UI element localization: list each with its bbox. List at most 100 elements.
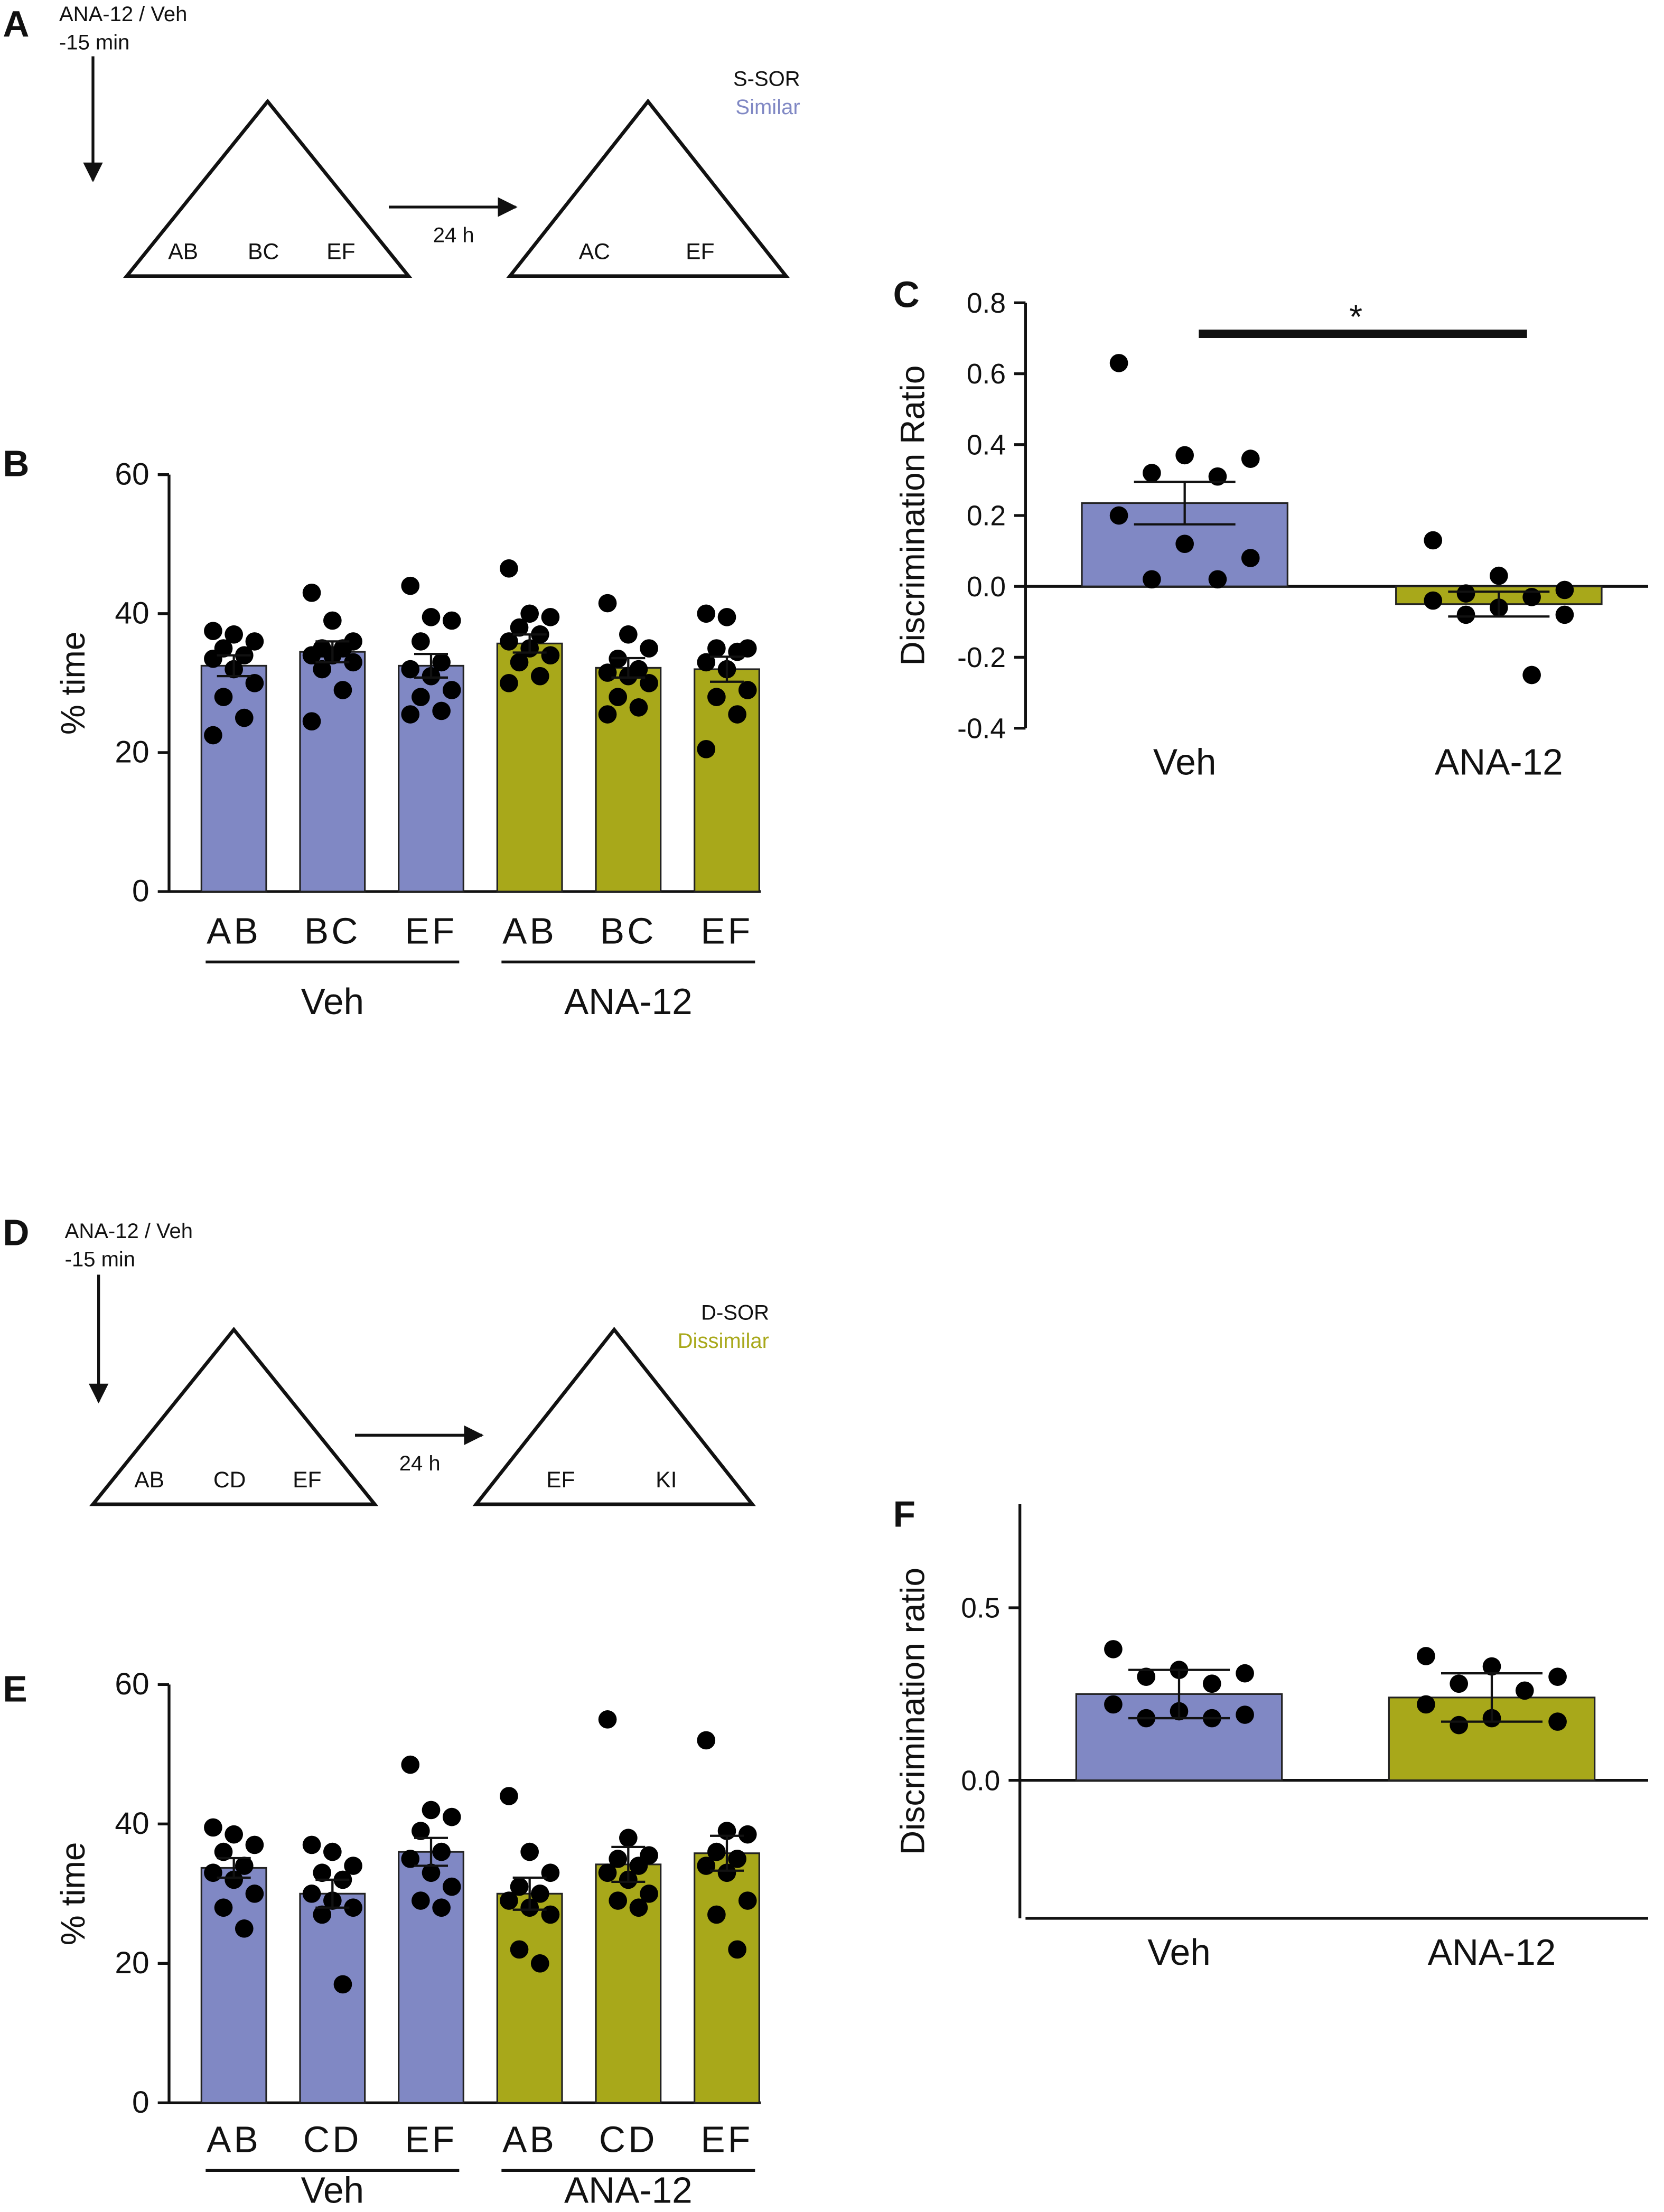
data-point	[214, 1842, 233, 1861]
y-tick-label: 20	[115, 1946, 149, 1980]
data-point	[707, 688, 726, 706]
data-point	[530, 1885, 549, 1903]
data-point	[432, 1898, 451, 1917]
data-point	[442, 1877, 461, 1896]
treatment-label: ANA-12 / Veh	[59, 3, 187, 26]
data-point	[214, 1898, 233, 1917]
data-point	[204, 649, 222, 668]
y-tick-label: 60	[115, 457, 149, 491]
data-point	[1417, 1647, 1435, 1665]
error-bar	[315, 640, 350, 663]
delay-label: 24 h	[399, 1452, 441, 1475]
data-point	[500, 674, 518, 692]
x-tick-label: CD	[303, 2119, 362, 2160]
data-point	[619, 625, 638, 644]
data-point	[697, 604, 716, 623]
data-point	[598, 594, 617, 613]
y-tick-label: 0.0	[967, 571, 1006, 603]
data-point	[510, 1940, 529, 1959]
data-point	[530, 667, 549, 686]
y-tick-label: 0	[132, 874, 149, 908]
error-bar	[512, 1876, 547, 1911]
error-bar	[217, 654, 251, 678]
data-point	[442, 611, 461, 630]
y-axis-label: Discrimination ratio	[893, 1568, 931, 1855]
data-point	[609, 688, 628, 706]
data-point	[598, 705, 617, 724]
data-point	[609, 1891, 628, 1910]
data-point	[738, 1825, 757, 1844]
error-bar	[217, 1857, 251, 1879]
group-label: ANA-12	[564, 981, 693, 1022]
data-point	[401, 576, 420, 595]
data-point	[313, 660, 332, 679]
bar	[398, 664, 464, 893]
panel-label: B	[3, 443, 29, 484]
data-point	[541, 608, 560, 626]
treatment-label: ANA-12 / Veh	[65, 1220, 193, 1243]
data-point	[432, 1842, 451, 1861]
x-tick-label: EF	[405, 911, 457, 952]
bar	[200, 1867, 267, 2104]
x-tick-label: BC	[600, 911, 657, 952]
data-point	[1208, 570, 1227, 589]
x-tick-label: EF	[700, 2119, 753, 2160]
error-bar	[611, 1845, 646, 1883]
data-point	[520, 604, 539, 623]
x-tick-label: CD	[599, 2119, 658, 2160]
data-point	[302, 1885, 321, 1903]
data-point	[302, 646, 321, 665]
data-point	[598, 663, 617, 682]
data-point	[609, 1850, 628, 1868]
data-point	[738, 681, 757, 699]
x-tick-label: ANA-12	[1435, 742, 1563, 783]
data-point	[1450, 1716, 1469, 1735]
y-tick-label: 40	[115, 1806, 149, 1841]
data-point	[598, 1710, 617, 1729]
significance-label: *	[1349, 297, 1362, 335]
data-point	[598, 1863, 617, 1882]
data-point	[302, 1835, 321, 1854]
error-bar	[1128, 1669, 1230, 1720]
data-point	[500, 1891, 518, 1910]
object-label: AB	[168, 239, 198, 265]
object-label: CD	[213, 1467, 246, 1493]
data-point	[442, 1807, 461, 1826]
data-point	[541, 646, 560, 665]
data-point	[412, 632, 430, 651]
data-point	[629, 1857, 648, 1875]
data-point	[333, 681, 352, 699]
data-point	[728, 1850, 746, 1868]
bar	[299, 651, 366, 893]
data-point	[344, 653, 362, 672]
bar	[694, 668, 760, 893]
data-point	[245, 1885, 264, 1903]
data-point	[1490, 566, 1508, 585]
data-point	[204, 1818, 222, 1837]
time-label: -15 min	[59, 31, 129, 54]
data-point	[1548, 1667, 1567, 1686]
y-tick-label: 40	[115, 596, 149, 630]
y-tick-label: 0.5	[961, 1593, 1000, 1624]
data-point	[422, 1863, 441, 1882]
x-tick-label: BC	[304, 911, 361, 952]
bar	[694, 1852, 760, 2104]
object-label: EF	[293, 1467, 322, 1493]
data-point	[1555, 605, 1574, 624]
group-label: Veh	[301, 981, 364, 1022]
x-tick-label: ANA-12	[1428, 1932, 1556, 1973]
data-point	[344, 1898, 362, 1917]
x-tick-label: Veh	[1147, 1932, 1211, 1973]
data-point	[214, 688, 233, 706]
data-point	[1236, 1664, 1254, 1683]
data-point	[333, 1975, 352, 1994]
protocol-label: D-SOR	[701, 1301, 769, 1325]
data-point	[510, 618, 529, 637]
data-point	[541, 1863, 560, 1882]
data-point	[728, 642, 746, 661]
data-point	[422, 1801, 441, 1820]
error-bar	[611, 657, 646, 679]
data-point	[235, 1919, 254, 1938]
data-point	[1456, 605, 1475, 624]
